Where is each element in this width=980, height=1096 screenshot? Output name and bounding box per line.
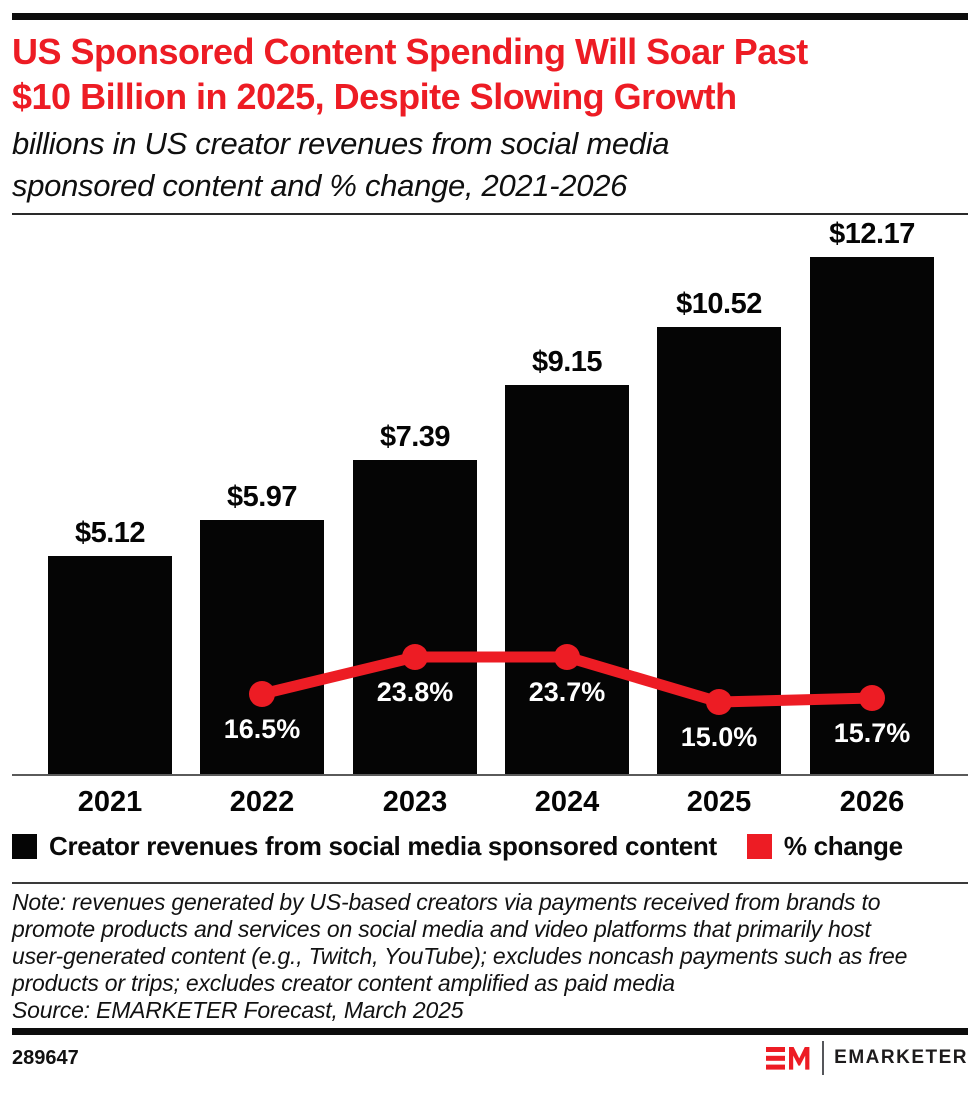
- top-rule: [12, 13, 968, 20]
- legend-label-pct-change: % change: [783, 831, 903, 861]
- note-line-4: products or trips; excludes creator cont…: [12, 970, 675, 996]
- bar-2024: [505, 385, 629, 774]
- trend-point-2023: [402, 644, 428, 670]
- logo-divider: [822, 1041, 825, 1075]
- note-line-2: promote products and services on social …: [12, 916, 871, 942]
- trend-point-2022: [249, 681, 275, 707]
- legend-item-creator-revenues: Creator revenues from social media spons…: [12, 831, 717, 862]
- chart-title-line-2: $10 Billion in 2025, Despite Slowing Gro…: [12, 76, 737, 117]
- legend-item-pct-change: % change: [746, 831, 903, 862]
- pct-label-2024: 23.7%: [528, 677, 606, 707]
- legend-swatch-black-icon: [12, 834, 37, 859]
- pct-label-2026: 15.7%: [833, 718, 911, 748]
- legend: Creator revenues from social media spons…: [12, 829, 968, 864]
- bar-value-label-2021: $5.12: [74, 517, 146, 549]
- x-axis-label-2024: 2024: [534, 786, 600, 818]
- brand-name: EMARKETER: [834, 1047, 968, 1068]
- emarketer-logo-icon: [766, 1046, 810, 1070]
- legend-label-creator-revenues: Creator revenues from social media spons…: [49, 831, 717, 861]
- header-divider-rule: [12, 213, 968, 215]
- x-axis-line: [12, 774, 968, 776]
- note-divider-rule: [12, 882, 968, 884]
- note-line-3: user-generated content (e.g., Twitch, Yo…: [12, 943, 908, 969]
- chart-title: US Sponsored Content Spending Will Soar …: [12, 29, 968, 119]
- pct-label-2023: 23.8%: [376, 677, 454, 707]
- chart-title-line-1: US Sponsored Content Spending Will Soar …: [12, 31, 808, 72]
- x-axis-label-2026: 2026: [839, 786, 905, 818]
- x-axis-label-2025: 2025: [686, 786, 752, 818]
- x-axis-label-2021: 2021: [77, 786, 143, 818]
- trend-point-2025: [706, 689, 732, 715]
- pct-change-trend-line: [249, 644, 885, 715]
- chart-subtitle: billions in US creator revenues from soc…: [12, 123, 968, 207]
- pct-label-2025: 15.0%: [680, 722, 758, 752]
- bar-2023: [353, 460, 477, 774]
- bar-value-label-2025: $10.52: [676, 288, 762, 320]
- x-axis-label-2023: 2023: [382, 786, 448, 818]
- bar-value-label-2026: $12.17: [829, 218, 915, 250]
- chart-plot: $5.12 2021 $5.97 2022 16.5% $7.39 2023 23.8% $9.…: [12, 215, 968, 818]
- pct-label-2022: 16.5%: [223, 714, 301, 744]
- footer: 289647 EMARKETER: [12, 1035, 968, 1081]
- note-block: Note: revenues generated by US-based cre…: [12, 889, 968, 1024]
- x-axis-label-2022: 2022: [229, 786, 295, 818]
- bar-value-label-2023: $7.39: [379, 421, 451, 453]
- chart-subtitle-line-2: sponsored content and % change, 2021-202…: [12, 168, 628, 203]
- footer-rule: [12, 1028, 968, 1035]
- source-line: Source: EMARKETER Forecast, March 2025: [12, 997, 464, 1023]
- chart-id: 289647: [12, 1046, 79, 1069]
- trend-point-2026: [859, 685, 885, 711]
- emarketer-brand: EMARKETER: [766, 1041, 968, 1075]
- bar-2022: [200, 520, 324, 774]
- bar-2021: [48, 556, 172, 774]
- trend-point-2024: [554, 644, 580, 670]
- bar-value-label-2022: $5.97: [226, 481, 298, 513]
- legend-swatch-red-icon: [746, 834, 772, 859]
- bar-value-label-2024: $9.15: [531, 346, 603, 378]
- chart-subtitle-line-1: billions in US creator revenues from soc…: [12, 126, 670, 161]
- note-line-1: Note: revenues generated by US-based cre…: [12, 889, 881, 915]
